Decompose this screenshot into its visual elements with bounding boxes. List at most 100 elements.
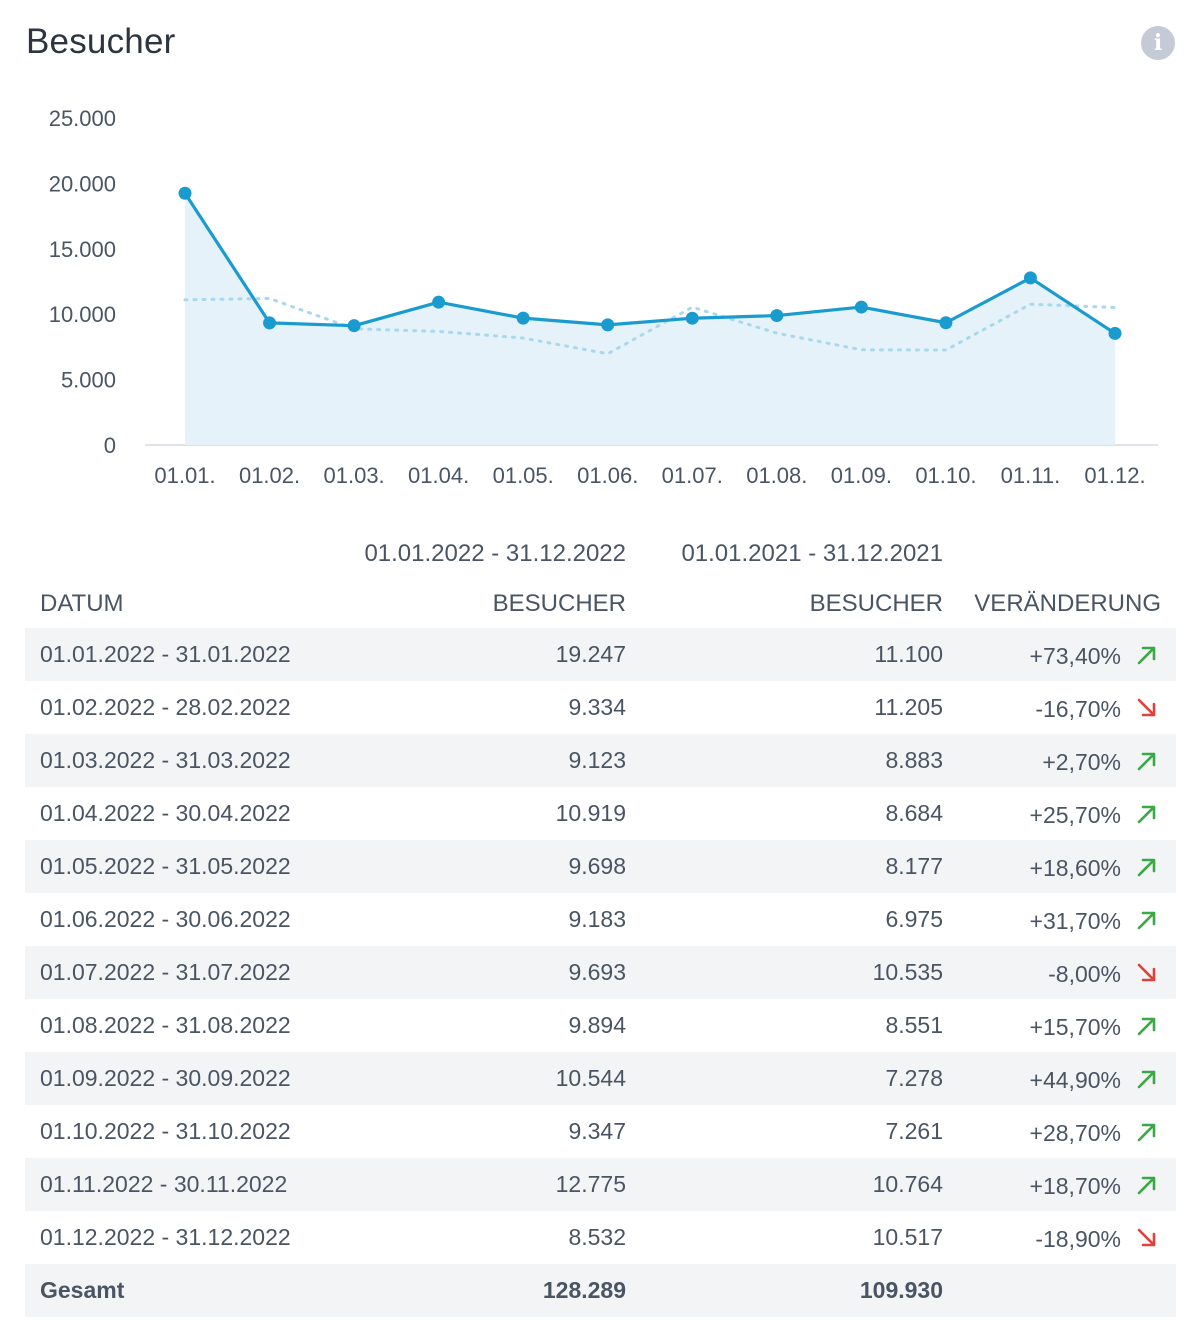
row-change: +44,90% xyxy=(1029,1067,1121,1093)
series-current-point xyxy=(178,186,192,200)
series-current-point xyxy=(685,311,699,325)
trend-up-icon xyxy=(1134,748,1160,774)
row-visitors-previous: 11.100 xyxy=(874,641,943,667)
total-label: Gesamt xyxy=(40,1277,125,1303)
table-row: 01.02.2022 - 28.02.2022 9.334 11.205 -16,70… xyxy=(25,681,1176,734)
trend-up-icon xyxy=(1134,907,1160,933)
table-body: 01.01.2022 - 31.01.2022 19.247 11.100 +73,4… xyxy=(25,628,1176,1317)
x-tick-label: 01.01. xyxy=(154,463,215,488)
row-visitors-current: 9.123 xyxy=(568,747,626,773)
table-row: 01.06.2022 - 30.06.2022 9.183 6.975 +31,70% xyxy=(25,893,1176,946)
x-tick-label: 01.09. xyxy=(831,463,892,488)
visitors-line-chart: 0 5.000 10.000 15.000 20.000 25.000 01.01. 01.0… xyxy=(49,106,1158,488)
table-total-row: Gesamt 128.289 109.930 xyxy=(25,1264,1176,1317)
trend-up-icon xyxy=(1134,854,1160,880)
row-change: +73,40% xyxy=(1029,643,1121,669)
trend-up-icon xyxy=(1134,1066,1160,1092)
total-visitors-current: 128.289 xyxy=(542,1277,626,1303)
series-current-area xyxy=(185,193,1115,445)
series-current-point xyxy=(770,309,784,323)
trend-down-icon xyxy=(1134,960,1160,986)
table-row: 01.08.2022 - 31.08.2022 9.894 8.551 +15,70% xyxy=(25,999,1176,1052)
row-date: 01.10.2022 - 31.10.2022 xyxy=(40,1118,291,1144)
row-visitors-current: 10.919 xyxy=(555,800,626,826)
table-row: 01.05.2022 - 31.05.2022 9.698 8.177 +18,60% xyxy=(25,840,1176,893)
trend-up-icon xyxy=(1134,1119,1160,1145)
info-icon[interactable]: i xyxy=(1141,26,1175,60)
trend-up-icon xyxy=(1134,1172,1160,1198)
row-date: 01.09.2022 - 30.09.2022 xyxy=(40,1065,291,1091)
widget-title: Besucher xyxy=(26,22,176,61)
row-visitors-current: 9.693 xyxy=(568,959,626,985)
col-header-date: DATUM xyxy=(40,590,124,617)
table-row: 01.11.2022 - 30.11.2022 12.775 10.764 +18,7… xyxy=(25,1158,1176,1211)
trend-up-icon xyxy=(1134,642,1160,668)
y-tick-label: 25.000 xyxy=(49,106,116,131)
row-visitors-current: 10.544 xyxy=(555,1065,626,1091)
x-tick-label: 01.06. xyxy=(577,463,638,488)
row-date: 01.03.2022 - 31.03.2022 xyxy=(40,747,291,773)
row-visitors-previous: 6.975 xyxy=(885,906,943,932)
x-tick-label: 01.11. xyxy=(1001,463,1061,488)
x-tick-label: 01.10. xyxy=(915,463,976,488)
row-visitors-previous: 10.764 xyxy=(872,1171,943,1197)
row-change: +31,70% xyxy=(1029,908,1121,934)
period-current-header: 01.01.2022 - 31.12.2022 xyxy=(364,540,626,567)
series-current-point xyxy=(601,318,615,332)
row-visitors-previous: 8.551 xyxy=(885,1012,943,1038)
series-current-point xyxy=(939,316,953,330)
x-tick-label: 01.05. xyxy=(493,463,554,488)
table-row: 01.09.2022 - 30.09.2022 10.544 7.278 +44,90… xyxy=(25,1052,1176,1105)
x-tick-label: 01.02. xyxy=(239,463,300,488)
x-tick-label: 01.12. xyxy=(1084,463,1145,488)
row-date: 01.06.2022 - 30.06.2022 xyxy=(40,906,291,932)
row-date: 01.01.2022 - 31.01.2022 xyxy=(40,641,291,667)
series-current-point xyxy=(263,316,277,330)
row-visitors-previous: 8.883 xyxy=(885,747,943,773)
row-change: +18,70% xyxy=(1029,1173,1121,1199)
row-visitors-current: 19.247 xyxy=(555,641,626,667)
row-date: 01.02.2022 - 28.02.2022 xyxy=(40,694,291,720)
series-current-line xyxy=(183,192,1116,335)
row-visitors-current: 9.347 xyxy=(568,1118,626,1144)
row-visitors-current: 9.698 xyxy=(568,853,626,879)
row-date: 01.11.2022 - 30.11.2022 xyxy=(40,1171,288,1197)
col-header-visitors-current: BESUCHER xyxy=(492,590,626,617)
row-date: 01.04.2022 - 30.04.2022 xyxy=(40,800,291,826)
table-row: 01.01.2022 - 31.01.2022 19.247 11.100 +73,4… xyxy=(25,628,1176,681)
row-visitors-previous: 8.177 xyxy=(885,853,943,879)
row-change: +2,70% xyxy=(1042,749,1121,775)
trend-up-icon xyxy=(1134,801,1160,827)
row-change: -18,90% xyxy=(1035,1226,1121,1252)
x-tick-label: 01.04. xyxy=(408,463,469,488)
table-row: 01.07.2022 - 31.07.2022 9.693 10.535 -8,00% xyxy=(25,946,1176,999)
col-header-visitors-previous: BESUCHER xyxy=(809,590,943,617)
trend-up-icon xyxy=(1134,1013,1160,1039)
row-visitors-previous: 10.517 xyxy=(872,1224,943,1250)
row-visitors-current: 9.894 xyxy=(568,1012,626,1038)
row-change: +15,70% xyxy=(1029,1014,1121,1040)
x-tick-label: 01.08. xyxy=(746,463,807,488)
table-row: 01.10.2022 - 31.10.2022 9.347 7.261 +28,70% xyxy=(25,1105,1176,1158)
row-date: 01.07.2022 - 31.07.2022 xyxy=(40,959,291,985)
series-current-point xyxy=(1023,271,1037,285)
y-tick-label: 10.000 xyxy=(49,302,116,327)
row-visitors-previous: 10.535 xyxy=(872,959,943,985)
y-tick-label: 15.000 xyxy=(49,237,116,262)
row-visitors-current: 9.334 xyxy=(568,694,626,720)
y-tick-label: 0 xyxy=(104,433,116,458)
row-visitors-current: 8.532 xyxy=(568,1224,626,1250)
row-date: 01.08.2022 - 31.08.2022 xyxy=(40,1012,291,1038)
x-tick-label: 01.07. xyxy=(662,463,723,488)
row-change: +25,70% xyxy=(1029,802,1121,828)
row-change: -16,70% xyxy=(1035,696,1121,722)
series-current-point xyxy=(432,295,446,309)
y-tick-label: 20.000 xyxy=(49,171,116,196)
row-visitors-current: 12.775 xyxy=(555,1171,626,1197)
trend-down-icon xyxy=(1134,1225,1160,1251)
table-row: 01.12.2022 - 31.12.2022 8.532 10.517 -18,90… xyxy=(25,1211,1176,1264)
series-previous-line xyxy=(183,296,1117,356)
row-visitors-previous: 11.205 xyxy=(874,694,943,720)
row-change: +28,70% xyxy=(1029,1120,1121,1146)
row-change: +18,60% xyxy=(1029,855,1121,881)
